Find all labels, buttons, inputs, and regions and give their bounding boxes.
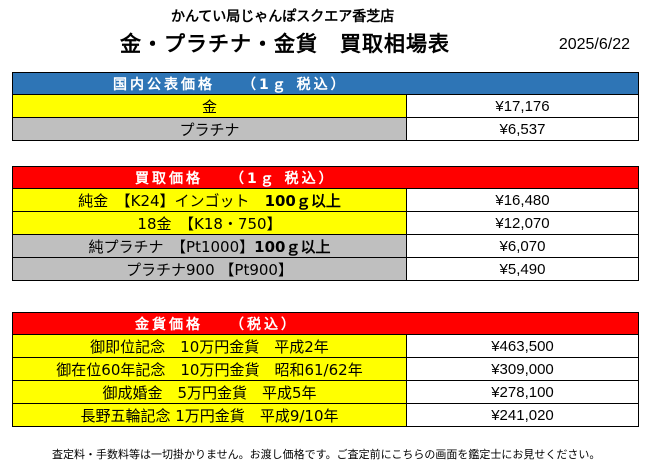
table-row: 御在位60年記念 10万円金貨 昭和61/62年 ¥309,000 [12,357,639,381]
page-title: 金・プラチナ・金貨 買取相場表 [120,32,450,56]
item-price: ¥278,100 [406,380,639,404]
item-name: プラチナ900 【Pt900】 [12,257,407,281]
item-name: 純金 【K24】インゴット 100ｇ以上 [12,188,407,212]
item-price: ¥12,070 [406,211,639,235]
section-title: 国内公表価格 （1ｇ 税込） [12,72,639,95]
footer-note: 査定料・手数料等は一切掛かりません。お渡し価格です。ご査定前にこちらの画面を鑑定… [52,448,601,461]
item-price: ¥5,490 [406,257,639,281]
item-name-text: 純金 【K24】インゴット [78,191,265,210]
date-label: 2025/6/22 [558,36,630,53]
table-row: プラチナ ¥6,537 [12,117,639,141]
item-name: 純プラチナ 【Pt1000】100ｇ以上 [12,234,407,258]
table-row: 純プラチナ 【Pt1000】100ｇ以上 ¥6,070 [12,234,639,258]
item-price: ¥463,500 [406,334,639,358]
table-row: 18金 【K18・750】 ¥12,070 [12,211,639,235]
item-price: ¥16,480 [406,188,639,212]
item-name: 御即位記念 10万円金貨 平成2年 [12,334,407,358]
item-price: ¥6,070 [406,234,639,258]
table-row: 純金 【K24】インゴット 100ｇ以上 ¥16,480 [12,188,639,212]
buying-price-table: 買取価格 （1ｇ 税込） 純金 【K24】インゴット 100ｇ以上 ¥16,48… [12,166,639,281]
section-header: 金貨価格 （税込） [12,312,639,335]
item-name-emphasis: 100ｇ以上 [264,191,341,210]
table-row: 金 ¥17,176 [12,94,639,118]
shop-name: かんてい局じゃんぽスクエア香芝店 [171,9,395,25]
item-name: 金 [12,94,407,118]
item-name: 長野五輪記念 1万円金貨 平成9/10年 [12,403,407,427]
item-price: ¥17,176 [406,94,639,118]
item-name: 18金 【K18・750】 [12,211,407,235]
domestic-price-table: 国内公表価格 （1ｇ 税込） 金 ¥17,176 プラチナ ¥6,537 [12,72,639,141]
section-title: 買取価格 （1ｇ 税込） [12,166,639,189]
table-row: 長野五輪記念 1万円金貨 平成9/10年 ¥241,020 [12,403,639,427]
item-name: 御成婚金 5万円金貨 平成5年 [12,380,407,404]
item-name: 御在位60年記念 10万円金貨 昭和61/62年 [12,357,407,381]
item-price: ¥6,537 [406,117,639,141]
item-name-emphasis: 100ｇ以上 [254,237,331,256]
item-name-text: 純プラチナ 【Pt1000】 [88,237,255,256]
table-row: 御成婚金 5万円金貨 平成5年 ¥278,100 [12,380,639,404]
gold-coin-price-table: 金貨価格 （税込） 御即位記念 10万円金貨 平成2年 ¥463,500 御在位… [12,312,639,427]
section-header: 国内公表価格 （1ｇ 税込） [12,72,639,95]
item-name: プラチナ [12,117,407,141]
table-row: 御即位記念 10万円金貨 平成2年 ¥463,500 [12,334,639,358]
section-header: 買取価格 （1ｇ 税込） [12,166,639,189]
table-row: プラチナ900 【Pt900】 ¥5,490 [12,257,639,281]
item-price: ¥241,020 [406,403,639,427]
item-price: ¥309,000 [406,357,639,381]
section-title: 金貨価格 （税込） [12,312,639,335]
